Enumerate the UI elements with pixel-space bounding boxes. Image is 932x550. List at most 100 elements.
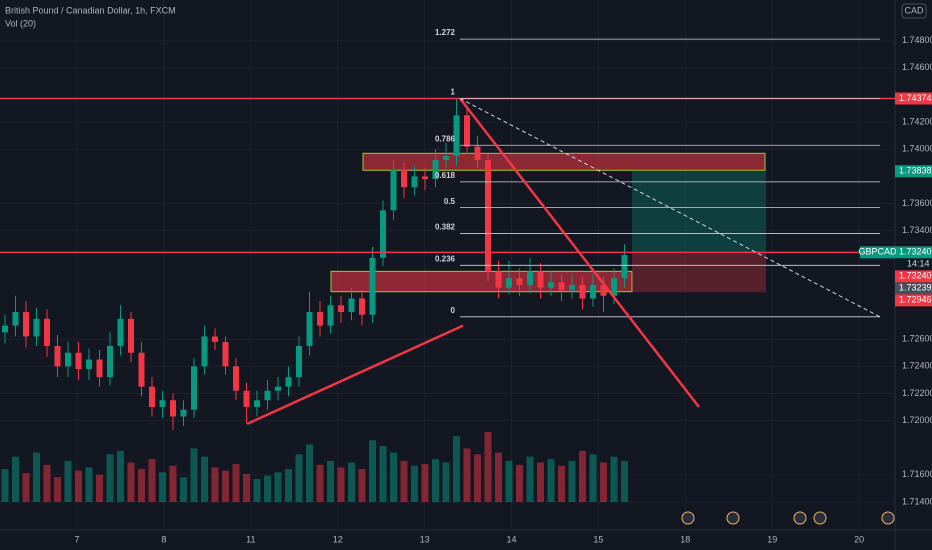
zone <box>362 152 766 171</box>
event-icon[interactable] <box>681 511 695 525</box>
volume-bar <box>85 467 93 502</box>
candle-body <box>401 169 407 188</box>
fib-label: 1 <box>451 88 456 97</box>
event-icon[interactable] <box>726 511 740 525</box>
volume-bar <box>579 450 586 502</box>
candle-body <box>369 257 376 315</box>
candle-body <box>54 345 61 367</box>
volume-bar <box>621 460 628 502</box>
chart-title: British Pound / Canadian Dollar, 1h, FXC… <box>5 5 176 15</box>
candle-body <box>170 400 176 417</box>
volume-bar <box>316 464 324 502</box>
y-tick-label: 1.73600 <box>902 198 932 208</box>
price-tag-label: 1.73838 <box>899 166 932 176</box>
fib-label: 0 <box>451 306 456 315</box>
candle-body <box>359 298 365 315</box>
fib-label: 1.272 <box>435 28 456 37</box>
candle-body <box>201 336 208 367</box>
candle-body <box>212 336 218 342</box>
volume-bar <box>54 477 61 502</box>
price-tag-label: 1.74374 <box>899 93 932 103</box>
candle-body <box>264 390 271 401</box>
event-icon[interactable] <box>813 511 827 525</box>
candle-body <box>159 400 166 408</box>
candle-body <box>12 312 19 326</box>
event-icon[interactable] <box>793 511 807 525</box>
candle-body <box>422 176 428 180</box>
y-tick-label: 1.71400 <box>902 496 932 506</box>
candle-body <box>464 115 470 147</box>
zone <box>330 270 633 293</box>
volume-bar <box>211 467 219 502</box>
candle-body <box>75 352 82 370</box>
volume-bar <box>285 469 292 502</box>
volume-bar <box>390 452 397 502</box>
volume-bar <box>337 467 345 502</box>
candle-body <box>558 282 565 291</box>
candle-body <box>138 352 145 387</box>
volume-bar <box>610 456 618 502</box>
volume-bar <box>148 459 156 502</box>
candle-body <box>233 366 239 391</box>
candle-body <box>306 312 313 346</box>
candle-body <box>590 284 596 299</box>
countdown-tag <box>895 258 932 271</box>
indicator-label: Vol (20) <box>5 18 36 28</box>
volume-bar <box>190 448 198 502</box>
event-icons <box>681 511 895 525</box>
volume-bar <box>369 440 376 502</box>
candle-body <box>432 160 439 180</box>
candle-body <box>327 305 334 326</box>
volume-bar <box>1 469 9 502</box>
candle-body <box>107 345 113 378</box>
volume-bar <box>253 478 261 502</box>
candle-body <box>411 176 418 188</box>
fib-label: 0.382 <box>435 223 456 232</box>
candle-body <box>191 366 197 410</box>
volume-bar <box>138 469 145 502</box>
candle-body <box>506 278 512 288</box>
volume-bar <box>537 462 544 502</box>
position-stop <box>632 252 766 293</box>
candle-body <box>443 156 449 161</box>
candle-body <box>527 271 533 285</box>
candle-body <box>128 318 134 353</box>
candle-body <box>149 386 155 408</box>
candle-body <box>495 271 502 288</box>
volume-bar <box>474 454 481 502</box>
currency: CAD <box>904 5 924 15</box>
candle-body <box>243 390 250 408</box>
volume-bar <box>327 460 334 502</box>
x-tick-label: 13 <box>420 534 430 544</box>
y-tick-label: 1.74000 <box>902 144 932 154</box>
currency-badge[interactable] <box>901 3 927 19</box>
candle-body <box>65 352 71 367</box>
volume-bar <box>453 436 460 502</box>
y-tick-label: 1.72200 <box>902 388 932 398</box>
candle-body <box>33 318 40 337</box>
trendline <box>459 97 700 408</box>
candle-body <box>285 377 292 387</box>
volume-bar <box>159 472 166 502</box>
y-tick-label: 1.73400 <box>902 225 932 235</box>
volume-bar <box>127 462 135 502</box>
x-tick-label: 8 <box>161 534 166 544</box>
price-tag <box>895 92 932 105</box>
candle-body <box>86 359 92 370</box>
volume-bar <box>348 462 355 502</box>
x-tick-label: 14 <box>506 534 516 544</box>
x-tick-label: 12 <box>333 534 343 544</box>
candle-body <box>569 284 575 291</box>
volume-bar <box>484 432 492 502</box>
volume-bar <box>169 465 177 502</box>
x-tick-label: 18 <box>680 534 690 544</box>
x-tick-label: 20 <box>854 534 864 544</box>
event-icon[interactable] <box>881 511 895 525</box>
x-tick-label: 19 <box>767 534 777 544</box>
fib-label: 0.236 <box>435 254 456 263</box>
candle-body <box>390 169 397 211</box>
candle-body <box>338 305 344 313</box>
candle-body <box>516 278 523 285</box>
candle-body <box>117 318 124 346</box>
candle-body <box>621 255 628 279</box>
